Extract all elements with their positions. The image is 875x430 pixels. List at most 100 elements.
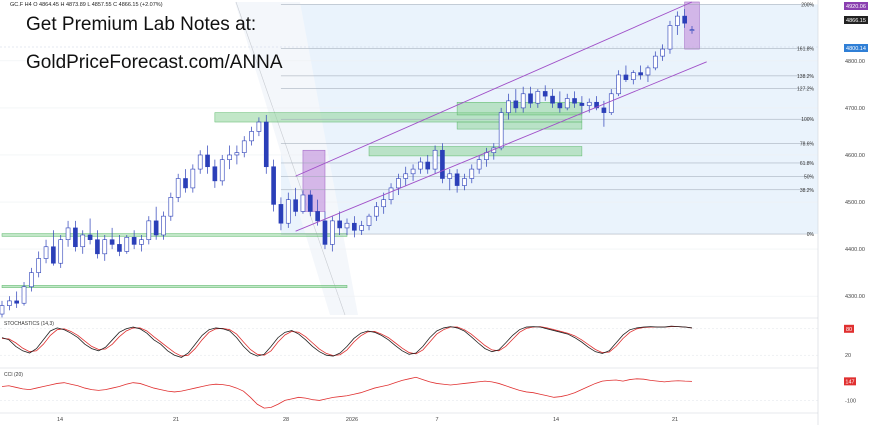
price-axis-panel [818, 0, 875, 425]
fib-level-label: 161.8% [797, 47, 815, 53]
candle-body [513, 100, 519, 109]
candle-body [586, 101, 592, 106]
candle-body [0, 305, 5, 315]
candle-body [330, 220, 335, 245]
fib-level-label: 138.2% [797, 74, 815, 80]
candle-body [542, 91, 548, 97]
candle-body [95, 239, 100, 255]
demand-zone [368, 146, 583, 157]
price-badge-level-bg [844, 44, 868, 52]
cci-label: CCI (20) [4, 372, 23, 378]
candle-body [102, 239, 108, 255]
fib-level-label: 100% [801, 117, 814, 123]
price-tick-label: 4600.00 [845, 153, 865, 159]
candle-body [131, 237, 137, 245]
candle-body [322, 220, 328, 245]
fib-level-label: 78.6% [800, 142, 815, 148]
candle-body [601, 107, 607, 113]
candle-body [183, 178, 188, 189]
candle-body [80, 234, 86, 248]
candle-body [608, 93, 614, 113]
price-tick-label: 4700.00 [845, 106, 865, 112]
demand-zone [456, 121, 583, 130]
price-tick-label: 4300.00 [845, 294, 865, 300]
candle-body [219, 159, 225, 182]
price-badge-current: 4866.15 [846, 18, 866, 24]
candle-body [241, 140, 247, 153]
fib-level-label: 50% [804, 175, 815, 181]
candle-body [425, 161, 431, 170]
trend-channel-line [295, 61, 707, 232]
candle-body [36, 258, 42, 273]
candle-body [638, 72, 643, 76]
candle-body [161, 215, 166, 236]
candle-body [689, 29, 695, 31]
candle-body [65, 227, 71, 240]
stoch-d-line [1, 326, 693, 357]
candle-body [616, 74, 621, 95]
fib-level-label: 127.2% [797, 87, 815, 93]
stoch-label: STOCHASTICS (14,3) [4, 321, 54, 327]
candle-body [315, 211, 320, 222]
candle-body [462, 178, 467, 186]
fib-level-label: 200% [801, 2, 814, 8]
price-badge-level: 4800.14 [846, 46, 866, 52]
time-tick-label: 14 [57, 417, 63, 423]
fib-level-label: 0% [807, 232, 815, 238]
candle-body [432, 149, 438, 170]
candle-body [307, 194, 313, 212]
candle-body [352, 222, 357, 231]
demand-zone [456, 102, 583, 116]
candle-body [285, 199, 291, 224]
candle-body [564, 98, 570, 109]
candle-body [271, 166, 276, 205]
highlight-box [684, 1, 700, 50]
candle-body [87, 234, 93, 240]
candle-body [249, 131, 254, 142]
candle-body [535, 91, 541, 104]
candle-body [667, 25, 673, 50]
candle-body [14, 300, 19, 304]
stoch-k-line [1, 325, 693, 358]
candle-body [528, 93, 533, 104]
candle-body [396, 178, 401, 189]
diagonal-line [235, 1, 346, 316]
time-tick-label: 28 [283, 417, 289, 423]
candle-body [403, 173, 409, 179]
candle-body [139, 239, 144, 245]
candle-body [440, 149, 445, 179]
candle-body [205, 154, 210, 168]
candle-body [153, 220, 159, 236]
cci-badge-bg [844, 377, 856, 386]
time-tick-label: 14 [553, 417, 559, 423]
candle-body [359, 225, 364, 231]
candle-body [300, 194, 306, 212]
candle-body [73, 227, 78, 248]
candle-body [197, 154, 203, 170]
highlight-box [302, 149, 326, 212]
demand-zone [1, 233, 348, 237]
time-tick-label: 2026 [346, 417, 358, 423]
candle-body [675, 15, 680, 26]
fib-level-label: 61.8% [800, 161, 815, 167]
candle-body [212, 166, 218, 182]
promo-line-1: Get Premium Lab Notes at: [26, 14, 257, 35]
candle-body [21, 286, 27, 304]
candle-body [652, 55, 658, 69]
fib-level-label: 38.2% [800, 188, 815, 194]
candle-body [550, 95, 555, 104]
time-tick-label: 21 [672, 417, 678, 423]
price-badge-high-bg [844, 2, 868, 10]
candle-body [506, 100, 511, 113]
candle-body [234, 152, 240, 156]
candle-body [293, 199, 298, 212]
candle-body [630, 72, 636, 80]
candle-body [447, 173, 453, 179]
candle-body [374, 206, 379, 217]
candle-body [7, 300, 12, 306]
candle-body [381, 199, 387, 208]
candle-body [623, 74, 629, 80]
promo-line-2: GoldPriceForecast.com/ANNA [26, 52, 283, 73]
candle-body [278, 204, 284, 224]
